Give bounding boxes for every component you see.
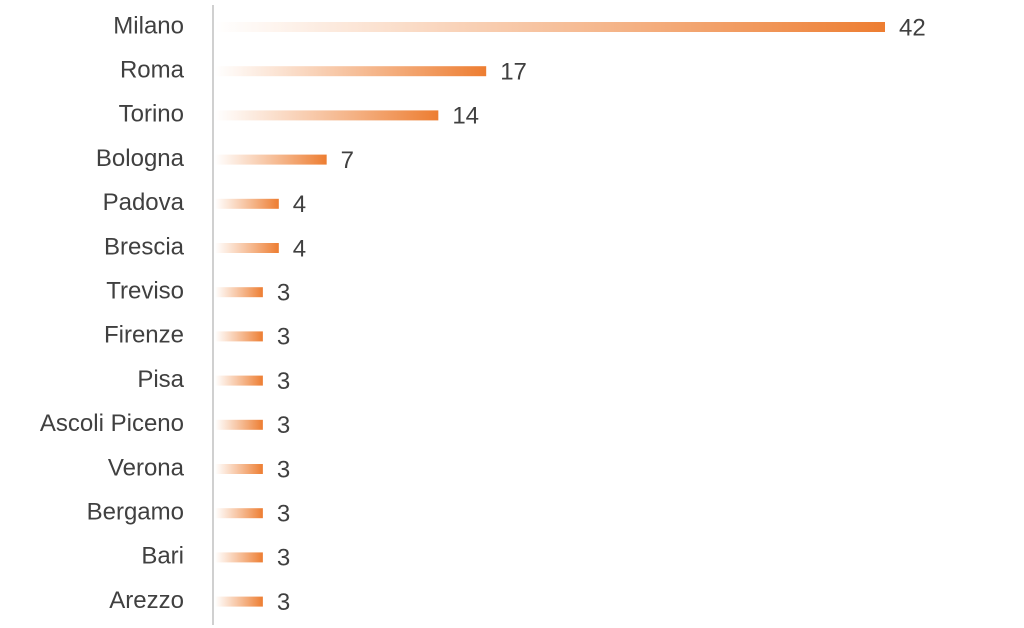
category-label: Milano [113, 12, 184, 39]
category-label: Arezzo [109, 587, 184, 614]
value-label: 7 [341, 147, 354, 174]
value-label: 3 [277, 412, 290, 439]
value-label: 4 [293, 191, 306, 218]
category-label: Ascoli Piceno [40, 410, 184, 437]
bar [215, 419, 263, 430]
bar [215, 552, 263, 563]
category-label: Torino [119, 101, 184, 128]
bar [215, 66, 487, 77]
category-label: Padova [103, 189, 185, 216]
value-label: 3 [277, 501, 290, 528]
bar [215, 243, 279, 253]
bar [215, 198, 279, 209]
category-label: Bologna [96, 145, 185, 172]
value-label: 4 [293, 235, 306, 262]
category-label: Pisa [137, 366, 184, 393]
value-label: 3 [277, 280, 290, 307]
value-label: 14 [452, 103, 479, 130]
value-label: 3 [277, 589, 290, 616]
category-label: Bergamo [87, 499, 184, 526]
bar [215, 508, 263, 519]
value-label: 17 [500, 59, 527, 86]
bar [215, 596, 263, 607]
bar [215, 464, 263, 474]
category-label: Roma [120, 57, 185, 84]
value-label: 3 [277, 324, 290, 351]
bar [215, 375, 263, 386]
value-label: 42 [899, 14, 926, 41]
value-label: 3 [277, 368, 290, 395]
category-label: Verona [108, 454, 185, 481]
category-label: Bari [141, 543, 184, 570]
bar [215, 287, 263, 298]
value-label: 3 [277, 545, 290, 572]
category-label: Brescia [104, 233, 185, 260]
category-label: Firenze [104, 322, 184, 349]
category-label: Treviso [106, 278, 184, 305]
bar [215, 22, 885, 32]
value-label: 3 [277, 456, 290, 483]
bar [215, 154, 327, 165]
bar [215, 110, 439, 121]
bar [215, 331, 263, 342]
